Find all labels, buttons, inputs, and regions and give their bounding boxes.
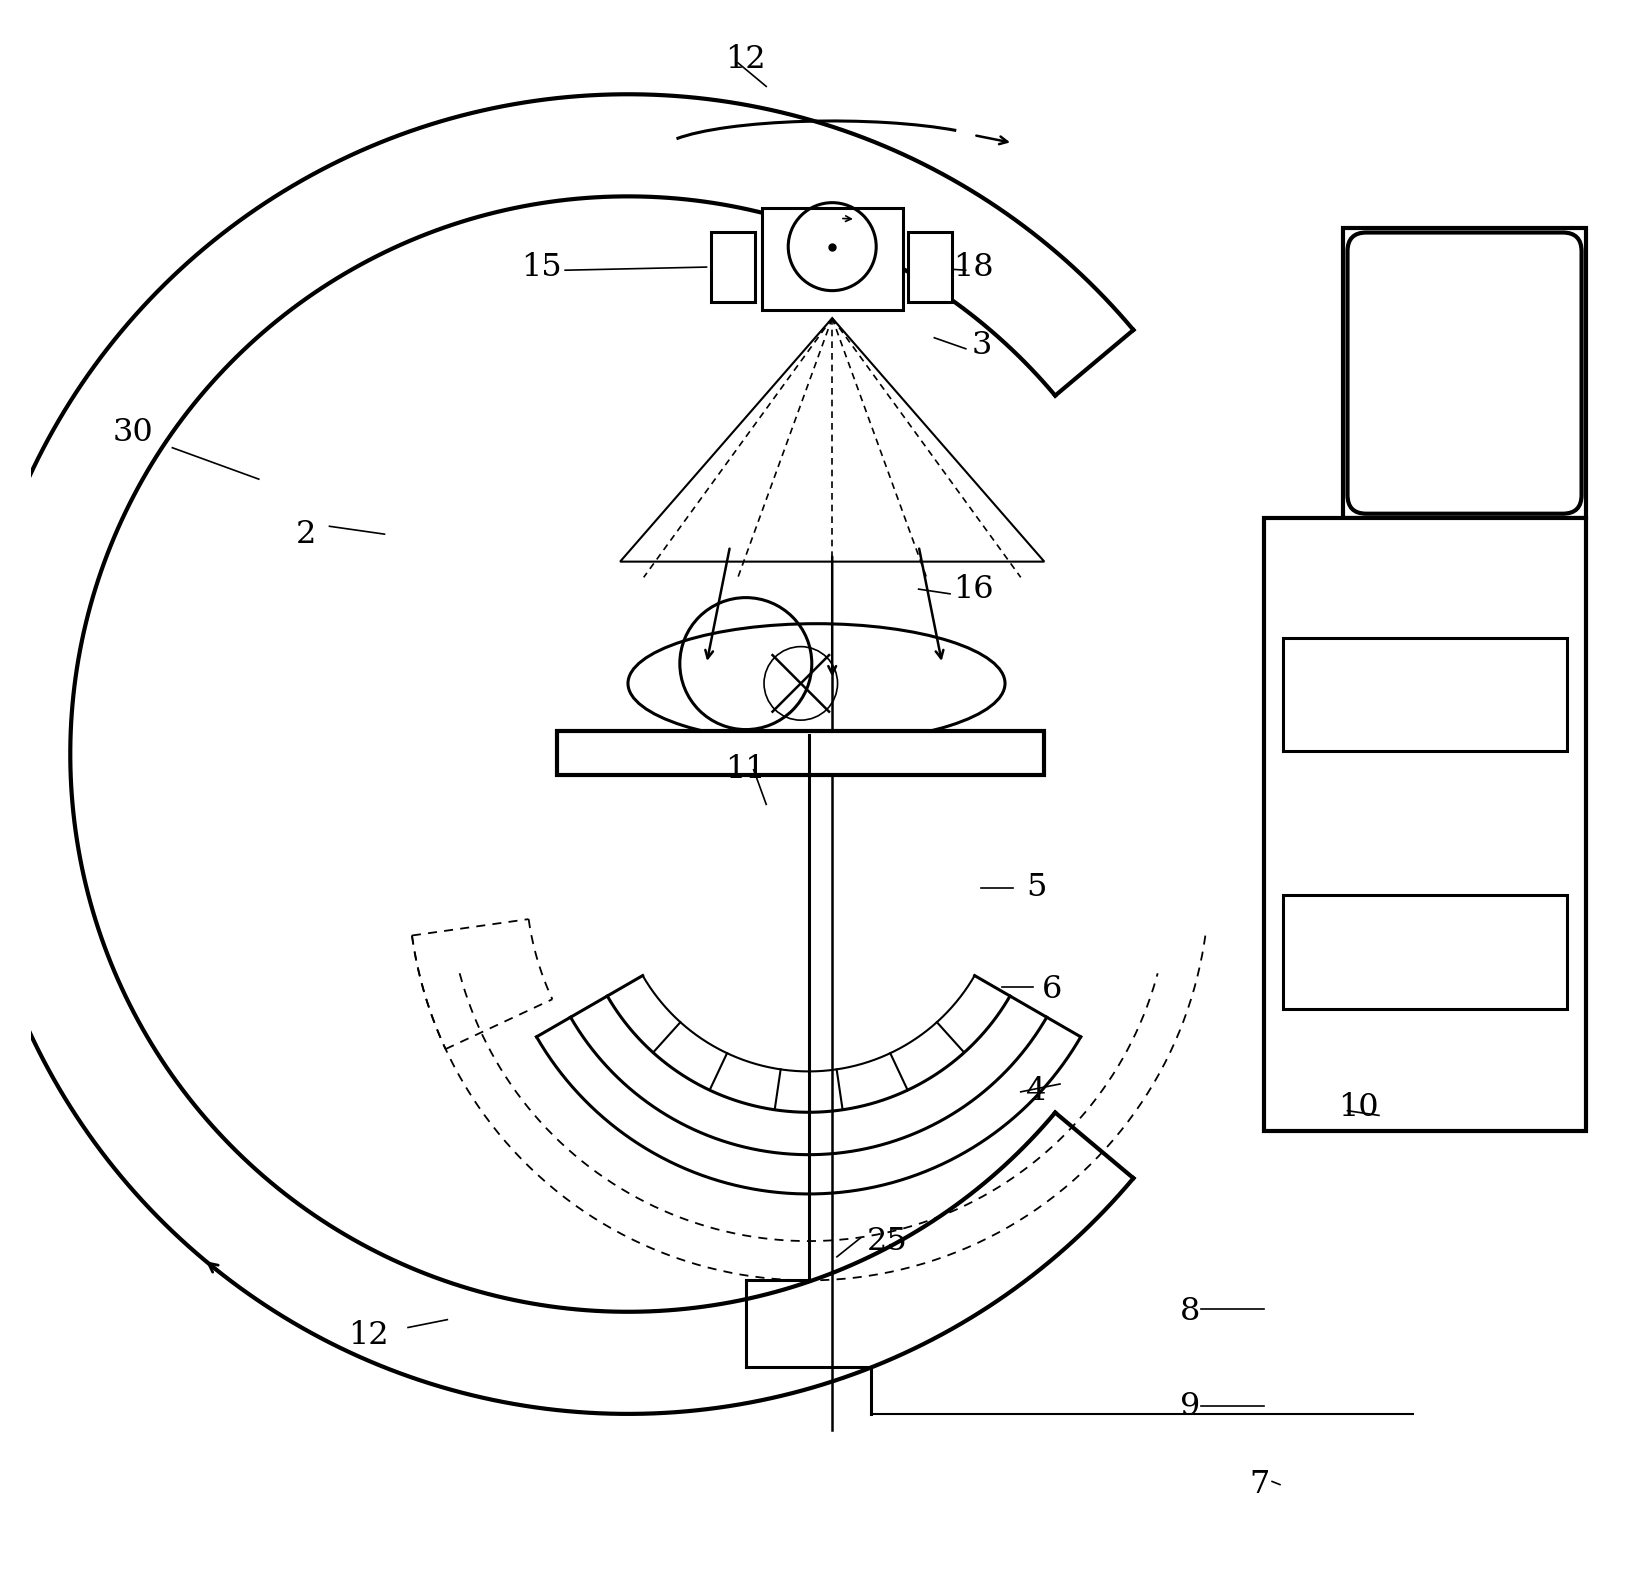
Bar: [1263, 518, 1585, 1131]
Text: 7: 7: [1248, 1469, 1270, 1500]
Text: 10: 10: [1337, 1092, 1377, 1123]
Text: 5: 5: [1025, 872, 1046, 903]
Text: 6: 6: [1041, 974, 1062, 1005]
Text: 15: 15: [521, 251, 561, 283]
Text: 9: 9: [1180, 1390, 1200, 1422]
Bar: [1283, 895, 1567, 1009]
Text: 25: 25: [867, 1225, 907, 1257]
Text: 30: 30: [113, 416, 153, 448]
Text: 18: 18: [953, 251, 994, 283]
Text: 12: 12: [348, 1320, 388, 1351]
Bar: [1342, 228, 1585, 518]
FancyBboxPatch shape: [712, 231, 754, 303]
Text: 8: 8: [1180, 1296, 1200, 1327]
Bar: [557, 731, 1043, 775]
Text: 16: 16: [953, 573, 994, 605]
Bar: [761, 209, 902, 311]
Text: 2: 2: [295, 518, 317, 550]
Text: 3: 3: [971, 330, 991, 361]
Text: 12: 12: [725, 44, 765, 75]
Text: 11: 11: [725, 754, 765, 786]
Bar: [1283, 638, 1567, 751]
FancyBboxPatch shape: [907, 231, 951, 303]
Text: 4: 4: [1025, 1076, 1046, 1108]
FancyBboxPatch shape: [1346, 233, 1581, 514]
